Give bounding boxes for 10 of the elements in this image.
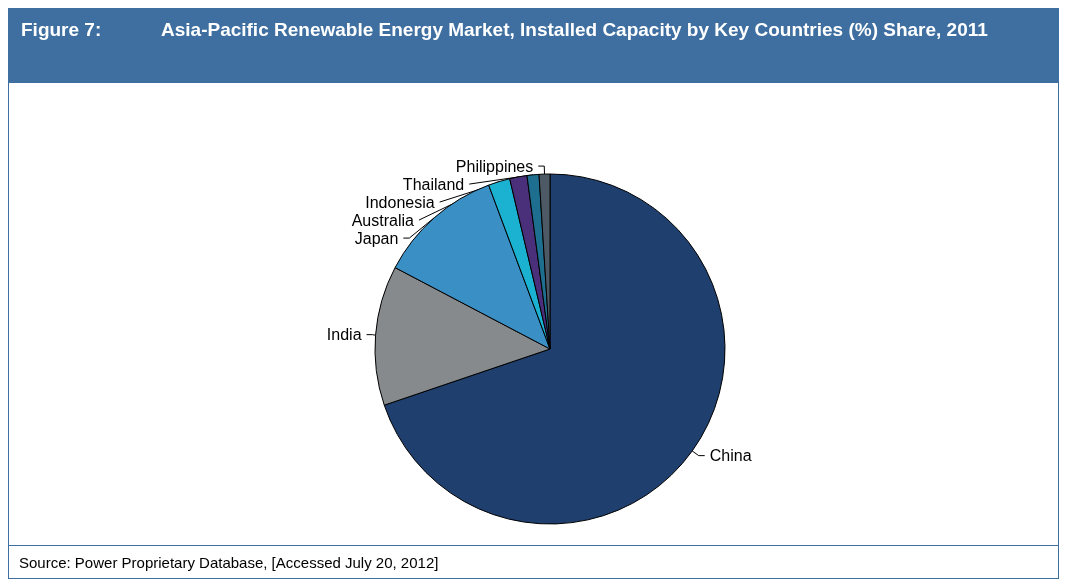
slice-label: Japan (354, 229, 399, 247)
slice-label: Philippines (455, 157, 534, 175)
source-note: Source: Power Proprietary Database, [Accessed July 20, 2012] (9, 545, 1058, 578)
slice-label: India (326, 326, 362, 344)
slice-label: Indonesia (365, 193, 435, 211)
slice-label: China (709, 447, 752, 465)
caption: Figure 7: (21, 19, 103, 42)
chart-title: Asia-Pacific Renewable Energy Market, Installed Capacity by Key Countries (%) Share, 2011 (161, 19, 989, 42)
slice-label: Australia (351, 211, 415, 229)
slice-label: Thailand (402, 175, 465, 193)
